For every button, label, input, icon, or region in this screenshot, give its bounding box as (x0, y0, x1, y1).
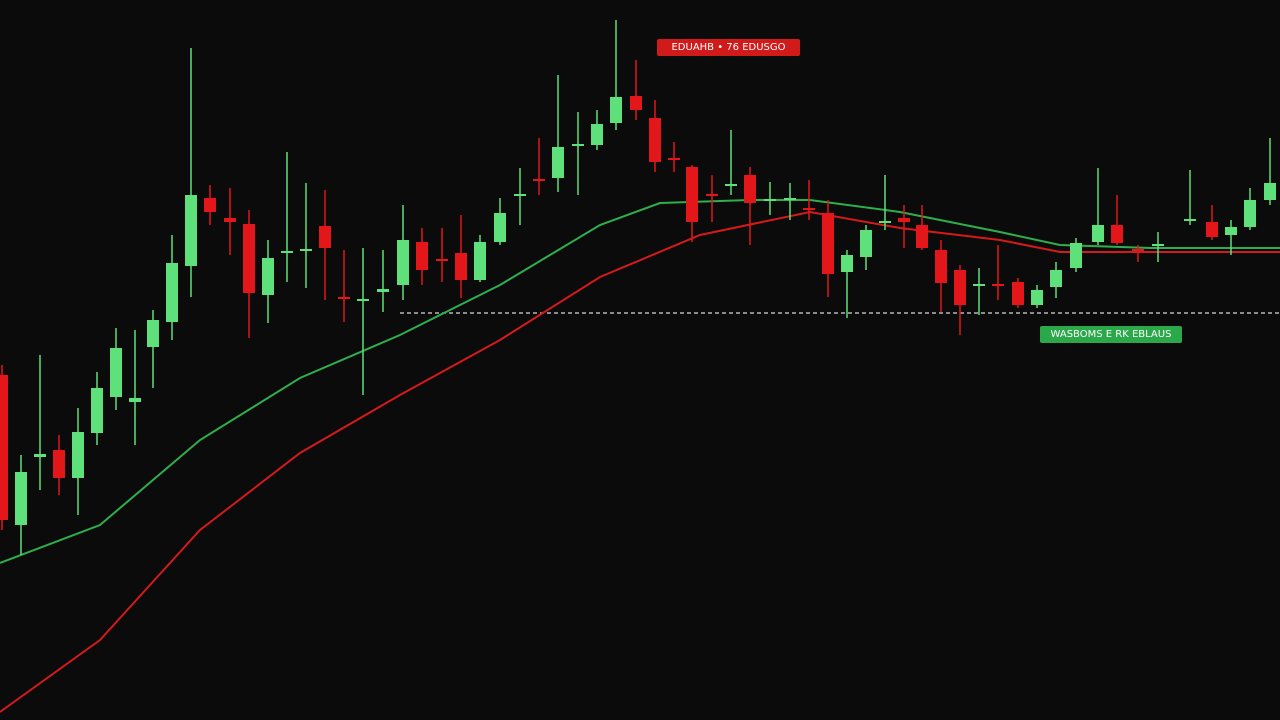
candle-body (455, 253, 467, 280)
candle-body (243, 224, 255, 293)
candle-body (514, 194, 526, 196)
candle-body (533, 179, 545, 181)
candle-body (764, 199, 776, 201)
candle-body (262, 258, 274, 295)
candle-body (1264, 183, 1276, 200)
candle-body (281, 251, 293, 253)
moving-average-line (0, 210, 1280, 713)
candle-body (610, 97, 622, 123)
candle-body (686, 167, 698, 222)
candle-body (494, 213, 506, 242)
candle-body (319, 226, 331, 248)
candle-body (1070, 243, 1082, 268)
candle-body (591, 124, 603, 145)
candle-body (552, 147, 564, 178)
candle-body (916, 225, 928, 248)
candle-body (377, 289, 389, 292)
candle-body (784, 198, 796, 200)
candle-body (1132, 249, 1144, 251)
candle-body (935, 250, 947, 283)
candle-body (822, 213, 834, 274)
candle-body (841, 255, 853, 272)
annotation: WASBOMS E RK EBLAUS (1040, 326, 1182, 343)
candle-body (1050, 270, 1062, 287)
candle-body (397, 240, 409, 285)
candle-body (416, 242, 428, 270)
candle-body (860, 230, 872, 257)
candle-body (572, 144, 584, 146)
candle-body (1031, 290, 1043, 305)
candle-body (204, 198, 216, 212)
candle-body (338, 297, 350, 299)
candle-body (474, 242, 486, 280)
moving-average-line (0, 199, 1280, 564)
candle-body (166, 263, 178, 322)
candle-body (129, 398, 141, 402)
annotation: EDUAHB • 76 EDUSGO (657, 39, 800, 56)
candle-body (224, 218, 236, 222)
candle-body (300, 249, 312, 251)
candle-body (668, 158, 680, 160)
candle-body (649, 118, 661, 162)
candle-body (992, 284, 1004, 286)
candle-body (630, 96, 642, 110)
candle-body (91, 388, 103, 433)
candle-body (1152, 244, 1164, 246)
candle-body (15, 472, 27, 525)
candle-body (147, 320, 159, 347)
candle-body (53, 450, 65, 478)
candle-body (1012, 282, 1024, 305)
candle-body (1111, 225, 1123, 243)
candle-body (706, 194, 718, 196)
candle-body (898, 218, 910, 222)
candle-body (436, 259, 448, 261)
candle-body (357, 299, 369, 301)
candle-body (185, 195, 197, 266)
candle-body (744, 175, 756, 203)
candle-body (725, 184, 737, 186)
candle-body (110, 348, 122, 397)
candle-body (803, 208, 815, 210)
candle-body (1244, 200, 1256, 227)
candle-body (1092, 225, 1104, 242)
candle-body (1184, 219, 1196, 221)
candle-body (1206, 222, 1218, 237)
candle-body (34, 454, 46, 457)
candle-body (973, 284, 985, 286)
candle-body (72, 432, 84, 478)
candle-body (1225, 227, 1237, 235)
candle-body (0, 375, 8, 520)
candle-body (954, 270, 966, 305)
candle-body (879, 221, 891, 223)
